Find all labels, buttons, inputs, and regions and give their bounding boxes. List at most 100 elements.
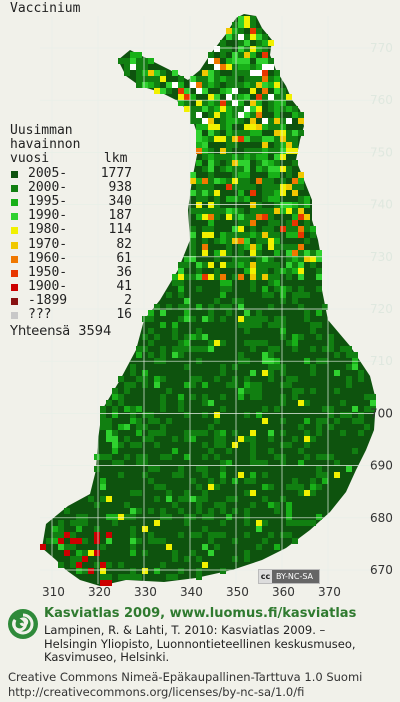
legend-table: 2005- 1777 2000- 938 1995- 340 1990- 187 1980- 11… (10, 165, 132, 323)
occurrence-cell (208, 310, 214, 316)
occurrence-cell (220, 148, 226, 154)
occurrence-cell (280, 124, 286, 130)
occurrence-cell (214, 136, 220, 142)
occurrence-cell (232, 196, 238, 202)
occurrence-cell (226, 28, 232, 34)
cc-license-badge[interactable]: cc BY-NC-SA (258, 569, 320, 584)
occurrence-cell (142, 70, 148, 76)
occurrence-cell (172, 82, 178, 88)
occurrence-cell (124, 502, 130, 508)
occurrence-cell (268, 190, 274, 196)
occurrence-cell (88, 550, 94, 556)
occurrence-cell (334, 418, 340, 424)
y-tick-label: 730 (370, 250, 393, 264)
occurrence-cell (154, 376, 160, 382)
occurrence-cell (154, 70, 160, 76)
occurrence-cell (226, 136, 232, 142)
occurrence-cell (226, 82, 232, 88)
occurrence-cell (226, 310, 232, 316)
occurrence-cell (214, 376, 220, 382)
occurrence-cell (292, 184, 298, 190)
occurrence-cell (244, 328, 250, 334)
occurrence-cell (130, 568, 136, 574)
occurrence-cell (298, 490, 304, 496)
occurrence-cell (238, 322, 244, 328)
occurrence-cell (208, 538, 214, 544)
occurrence-cell (214, 160, 220, 166)
occurrence-cell (280, 364, 286, 370)
occurrence-cell (244, 94, 250, 100)
occurrence-cell (136, 430, 142, 436)
occurrence-cell (82, 556, 88, 562)
occurrence-cell (322, 478, 328, 484)
occurrence-cell (256, 340, 262, 346)
occurrence-cell (298, 268, 304, 274)
occurrence-cell (220, 124, 226, 130)
occurrence-cell (292, 436, 298, 442)
occurrence-cell (316, 418, 322, 424)
occurrence-cell (346, 364, 352, 370)
occurrence-cell (262, 256, 268, 262)
occurrence-cell (202, 106, 208, 112)
occurrence-cell (196, 508, 202, 514)
occurrence-cell (226, 58, 232, 64)
occurrence-cell (142, 316, 148, 322)
occurrence-cell (184, 310, 190, 316)
occurrence-cell (250, 70, 256, 76)
occurrence-cell (292, 214, 298, 220)
occurrence-cell (184, 490, 190, 496)
x-tick-label: 360 (272, 585, 295, 599)
occurrence-cell (244, 16, 250, 22)
occurrence-cell (124, 436, 130, 442)
occurrence-cell (244, 178, 250, 184)
occurrence-cell (292, 346, 298, 352)
occurrence-cell (268, 214, 274, 220)
occurrence-cell (220, 460, 226, 466)
occurrence-cell (136, 574, 142, 580)
occurrence-cell (250, 202, 256, 208)
occurrence-cell (274, 70, 280, 76)
occurrence-cell (328, 346, 334, 352)
occurrence-cell (220, 292, 226, 298)
occurrence-cell (208, 340, 214, 346)
occurrence-cell (76, 550, 82, 556)
legend-count: 1777 (100, 165, 132, 181)
occurrence-cell (268, 184, 274, 190)
occurrence-cell (112, 514, 118, 520)
occurrence-cell (220, 274, 226, 280)
occurrence-cell (322, 346, 328, 352)
occurrence-cell (262, 88, 268, 94)
occurrence-cell (238, 352, 244, 358)
occurrence-cell (232, 88, 238, 94)
occurrence-cell (262, 76, 268, 82)
occurrence-cell (154, 496, 160, 502)
occurrence-cell (220, 466, 226, 472)
occurrence-cell (256, 256, 262, 262)
occurrence-cell (214, 502, 220, 508)
occurrence-cell (136, 406, 142, 412)
occurrence-cell (292, 340, 298, 346)
occurrence-cell (256, 316, 262, 322)
occurrence-cell (286, 382, 292, 388)
occurrence-cell (220, 316, 226, 322)
occurrence-cell (250, 478, 256, 484)
occurrence-cell (208, 208, 214, 214)
occurrence-cell (184, 316, 190, 322)
occurrence-cell (286, 166, 292, 172)
occurrence-cell (202, 490, 208, 496)
occurrence-cell (202, 544, 208, 550)
occurrence-cell (232, 160, 238, 166)
occurrence-cell (202, 514, 208, 520)
occurrence-cell (208, 304, 214, 310)
occurrence-cell (190, 106, 196, 112)
occurrence-cell (274, 112, 280, 118)
occurrence-cell (214, 256, 220, 262)
occurrence-cell (106, 538, 112, 544)
license-link[interactable]: http://creativecommons.org/licenses/by-n… (8, 685, 305, 699)
occurrence-cell (292, 142, 298, 148)
occurrence-cell (202, 76, 208, 82)
legend: Uusimman havainnon vuosi lkm 2005- 1777 20… (10, 123, 132, 339)
occurrence-cell (178, 508, 184, 514)
occurrence-cell (160, 400, 166, 406)
occurrence-cell (214, 70, 220, 76)
